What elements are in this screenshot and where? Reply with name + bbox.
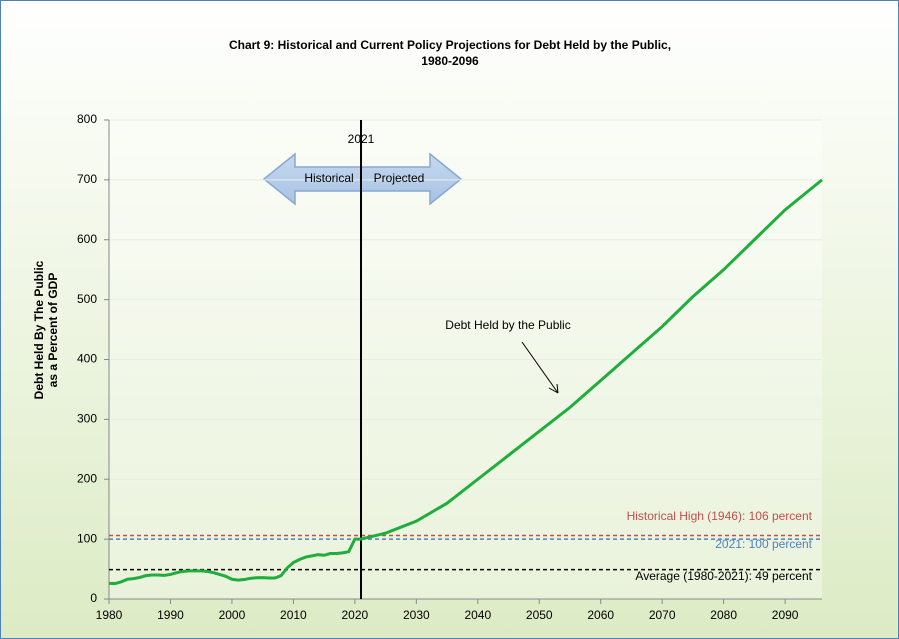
annotation: Debt Held by the Public [445, 318, 570, 332]
y-tick-label: 100 [77, 531, 97, 545]
arrow-label: Historical [304, 171, 353, 185]
period-arrow [262, 152, 463, 206]
arrow-label: Projected [374, 171, 425, 185]
annotation-arrowhead [548, 383, 559, 394]
y-axis-label: as a Percent of GDP [46, 273, 60, 388]
x-tick-label: 2070 [649, 608, 676, 622]
x-tick-label: 1990 [157, 608, 184, 622]
x-tick-label: 2050 [526, 608, 553, 622]
y-tick-label: 800 [77, 112, 97, 126]
divider-label: 2021 [348, 132, 375, 146]
y-axis-label: Debt Held By The Public [32, 260, 46, 399]
reference-label: Historical High (1946): 106 percent [627, 509, 813, 523]
y-tick-label: 400 [77, 352, 97, 366]
x-tick-label: 2090 [772, 608, 799, 622]
x-tick-label: 2020 [342, 608, 369, 622]
chart-subtitle: 1980-2096 [421, 54, 479, 68]
y-tick-label: 700 [77, 172, 97, 186]
x-tick-label: 1980 [96, 608, 123, 622]
chart-title: Chart 9: Historical and Current Policy P… [229, 38, 671, 52]
x-tick-label: 2060 [587, 608, 614, 622]
y-tick-label: 500 [77, 292, 97, 306]
x-tick-label: 2000 [219, 608, 246, 622]
x-tick-label: 2030 [403, 608, 430, 622]
y-tick-label: 0 [90, 591, 97, 605]
y-tick-label: 600 [77, 232, 97, 246]
y-tick-label: 200 [77, 471, 97, 485]
x-tick-label: 2040 [464, 608, 491, 622]
x-tick-label: 2080 [710, 608, 737, 622]
x-tick-label: 2010 [280, 608, 307, 622]
reference-label: 2021: 100 percent [715, 537, 812, 551]
y-tick-label: 300 [77, 412, 97, 426]
annotation-arrow [521, 341, 559, 394]
reference-label: Average (1980-2021): 49 percent [635, 569, 812, 583]
data-line [108, 178, 823, 586]
